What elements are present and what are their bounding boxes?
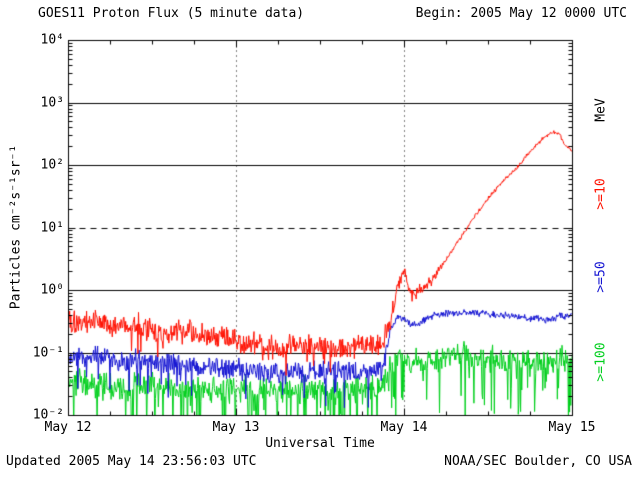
y-tick-label: 10⁰ bbox=[40, 282, 64, 298]
x-axis-label: Universal Time bbox=[265, 436, 375, 451]
x-tick-label: May 13 bbox=[212, 420, 260, 435]
x-tick-label: May 12 bbox=[44, 420, 92, 435]
begin-timestamp: Begin: 2005 May 12 0000 UTC bbox=[415, 6, 627, 21]
y-tick-label: 10⁴ bbox=[40, 32, 64, 48]
y-tick-label: 10³ bbox=[40, 95, 64, 110]
chart-title: GOES11 Proton Flux (5 minute data) bbox=[38, 6, 305, 21]
y-tick-label: 10⁻¹ bbox=[32, 345, 64, 360]
y-axis-label: Particles cm⁻²s⁻¹sr⁻¹ bbox=[8, 144, 24, 310]
y-tick-label: 10¹ bbox=[40, 220, 64, 235]
right-axis-unit-label: MeV bbox=[593, 98, 609, 122]
x-tick-label: May 14 bbox=[380, 420, 428, 435]
legend-ge50-label: >=50 bbox=[593, 261, 609, 293]
x-tick-label: May 15 bbox=[548, 420, 596, 435]
source-attribution: NOAA/SEC Boulder, CO USA bbox=[444, 454, 632, 469]
y-tick-label: 10² bbox=[40, 157, 64, 173]
legend-ge10-label: >=10 bbox=[593, 178, 609, 210]
legend-ge100-label: >=100 bbox=[593, 342, 609, 382]
updated-timestamp: Updated 2005 May 14 23:56:03 UTC bbox=[6, 454, 257, 469]
y-tick-label: 10⁻² bbox=[32, 407, 64, 423]
